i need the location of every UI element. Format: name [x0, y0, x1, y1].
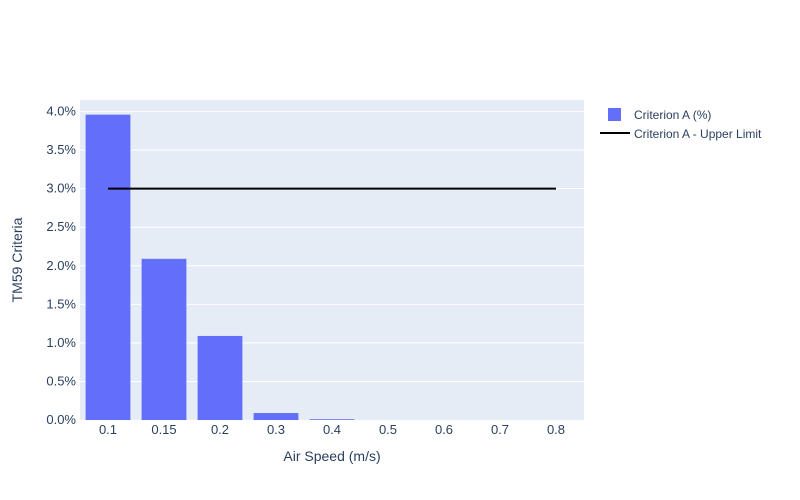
x-tick-label: 0.1: [99, 422, 117, 437]
y-tick-label: 0.5%: [46, 373, 76, 388]
bars-group: [85, 114, 355, 420]
x-tick-label: 0.2: [211, 422, 229, 437]
x-tick-label: 0.3: [267, 422, 285, 437]
y-axis-title: TM59 Criteria: [9, 217, 25, 302]
x-tick-label: 0.6: [435, 422, 453, 437]
y-tick-label: 2.0%: [46, 258, 76, 273]
x-tick-label: 0.15: [151, 422, 176, 437]
y-tick-labels: 0.0% 0.5% 1.0% 1.5% 2.0% 2.5% 3.0% 3.5% 4.0%: [46, 104, 76, 427]
bar[interactable]: [141, 258, 187, 420]
legend-bar-swatch[interactable]: [608, 108, 621, 121]
y-tick-label: 4.0%: [46, 104, 76, 119]
bar[interactable]: [253, 413, 299, 420]
bar[interactable]: [309, 419, 355, 420]
bar[interactable]: [85, 114, 131, 420]
x-tick-labels: 0.1 0.15 0.2 0.3 0.4 0.5 0.6 0.7 0.8: [99, 422, 565, 437]
x-tick-label: 0.8: [547, 422, 565, 437]
y-tick-label: 2.5%: [46, 219, 76, 234]
legend-label-upper-limit[interactable]: Criterion A - Upper Limit: [634, 127, 762, 141]
x-axis-title: Air Speed (m/s): [283, 448, 380, 464]
x-tick-label: 0.4: [323, 422, 341, 437]
x-tick-label: 0.5: [379, 422, 397, 437]
y-tick-label: 3.5%: [46, 142, 76, 157]
bar[interactable]: [197, 335, 243, 420]
y-tick-label: 0.0%: [46, 412, 76, 427]
y-tick-label: 1.0%: [46, 335, 76, 350]
legend[interactable]: Criterion A (%) Criterion A - Upper Limi…: [600, 108, 762, 141]
y-tick-label: 1.5%: [46, 296, 76, 311]
legend-label-criterion-a[interactable]: Criterion A (%): [634, 108, 711, 122]
y-tick-label: 3.0%: [46, 181, 76, 196]
x-tick-label: 0.7: [491, 422, 509, 437]
